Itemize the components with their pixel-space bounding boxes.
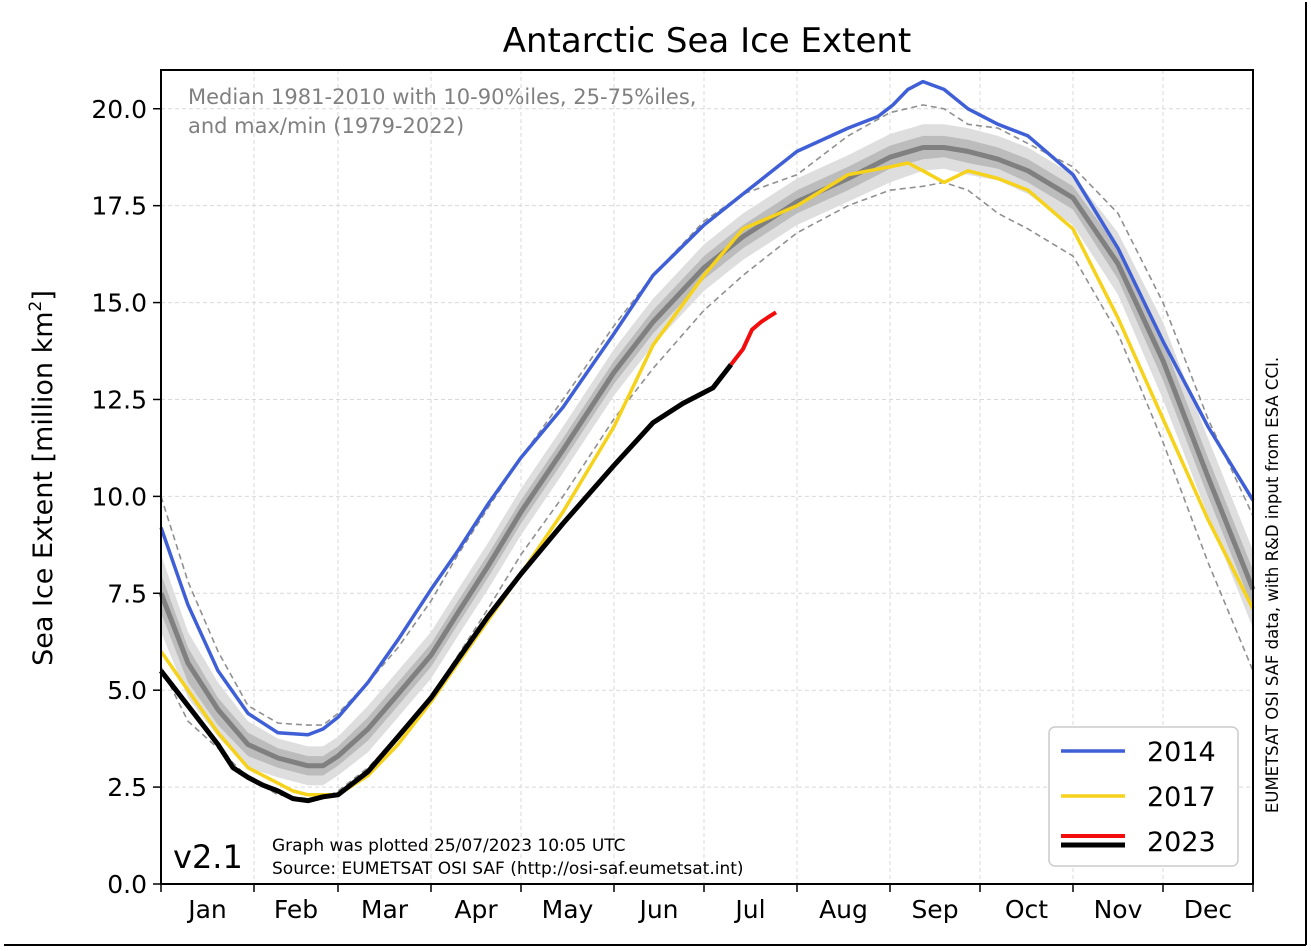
x-tick-label: Feb [274,895,318,924]
axes-frame [160,69,1254,885]
y-tick-label: 5.0 [107,676,147,705]
x-tick-label: Jan [186,895,227,924]
y-tick-label: 7.5 [107,579,147,608]
series-line-2014 [159,79,1255,737]
legend-label-2014: 2014 [1147,737,1216,768]
y-tick-label: 12.5 [91,385,147,414]
y-tick-label: 20.0 [91,95,147,124]
y-tick-label: 0.0 [107,870,147,899]
x-tick-label: Oct [1005,895,1048,924]
y-tick-label: 15.0 [91,289,147,318]
y-tick-label: 17.5 [91,192,147,221]
max-line [160,104,1254,726]
legend-box [1048,726,1239,867]
legend-label-2017: 2017 [1147,782,1216,813]
y-axis-label-superscript: 2 [26,301,46,312]
chart-title: Antarctic Sea Ice Extent [503,21,912,61]
annotation-line-2: and max/min (1979-2022) [188,114,464,138]
band-25-75-percentile [161,135,1253,776]
x-tick-label: Sep [911,895,958,924]
x-tick-label: Jul [733,895,765,924]
annotation-line-1: Median 1981-2010 with 10-90%iles, 25-75%… [188,85,696,109]
x-tick-label: Nov [1094,895,1143,924]
y-axis-label: Sea Ice Extent [million km2] [26,290,59,666]
x-tick-label: Mar [361,895,409,924]
y-tick-label: 2.5 [107,773,147,802]
version-label: v2.1 [173,838,243,876]
legend-label-2023: 2023 [1147,827,1216,858]
plot-area: 0.0 2.5 5.0 7.5 10.0 12.5 15.0 17.5 20.0 Jan Feb Ma… [91,69,1256,924]
x-tick-label: May [542,895,594,924]
footer-line-2: Source: EUMETSAT OSI SAF (http://osi-saf… [272,859,744,879]
series-line-2023 [729,310,778,366]
x-tick-label: Dec [1184,895,1232,924]
x-tick-label: Jun [637,895,678,924]
series-line-2023-early [159,363,733,804]
median-line [158,145,1256,769]
series-line-2017 [159,161,1255,797]
side-note: EUMETSAT OSI SAF data, with R&D input fr… [1263,357,1282,813]
x-tick-label: Apr [454,895,498,924]
footer-line-1: Graph was plotted 25/07/2023 10:05 UTC [272,836,626,856]
legend: 2014 2017 2023 [1048,726,1239,867]
x-tick-label: Aug [819,895,868,924]
y-tick-label: 10.0 [91,482,147,511]
